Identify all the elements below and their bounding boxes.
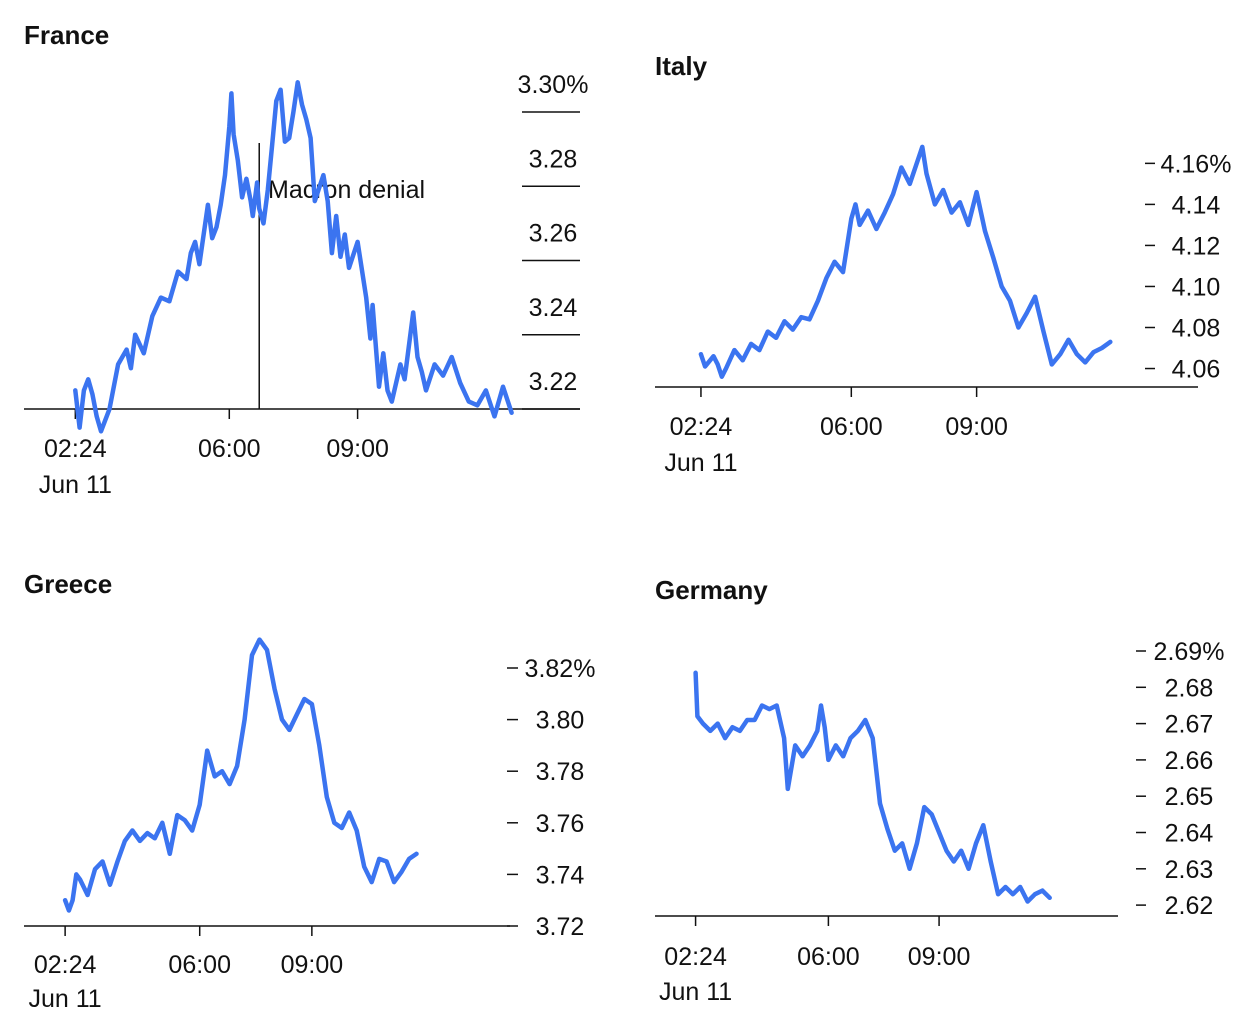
x-tick-label: 06:00	[820, 413, 883, 441]
series-line	[698, 144, 1113, 379]
chart-title: Germany	[655, 575, 768, 605]
x-tick-label: 02:24	[670, 413, 733, 441]
x-tick-label: 06:00	[168, 951, 231, 979]
annotation-macron-denial: Macron denial	[268, 176, 425, 204]
y-tick-label: 2.68	[1165, 674, 1214, 702]
x-tick-label: 09:00	[326, 435, 389, 463]
y-tick-label: 3.24	[529, 294, 578, 322]
y-tick-label: 4.12	[1172, 232, 1221, 260]
series-line	[693, 670, 1052, 904]
x-tick-label: 09:00	[281, 951, 344, 979]
x-tick-label: 09:00	[908, 943, 971, 971]
x-tick-label: 06:00	[198, 435, 261, 463]
y-tick-label: 3.26	[529, 220, 578, 248]
y-tick-label: 3.72	[536, 913, 585, 941]
y-tick-label: 4.06	[1172, 356, 1221, 384]
y-tick-label: 4.10	[1172, 273, 1221, 301]
x-tick-sublabel: Jun 11	[664, 449, 737, 477]
y-tick-label: 2.67	[1165, 711, 1214, 739]
chart-title: France	[24, 20, 109, 50]
chart-greece: Greece 3.82% 3.80 3.78 3.76 3.74 3.72 02:24 Jun…	[24, 569, 595, 1013]
y-tick-label: 2.63	[1165, 856, 1214, 884]
series-line	[62, 637, 419, 913]
x-tick-label: 02:24	[34, 951, 97, 979]
y-tick-label: 4.08	[1172, 315, 1221, 343]
x-tick-label: 06:00	[797, 943, 860, 971]
series-line	[73, 80, 514, 434]
y-tick-label: 2.66	[1165, 747, 1214, 775]
chart-title: Italy	[655, 51, 708, 81]
y-tick-label: 3.80	[536, 707, 585, 735]
y-tick-label: 3.82%	[525, 655, 596, 683]
y-tick-label: 3.76	[536, 810, 585, 838]
x-tick-sublabel: Jun 11	[659, 978, 732, 1006]
x-tick-label: 09:00	[945, 413, 1008, 441]
annotation-label: Macron denial	[268, 176, 425, 204]
y-tick-label: 3.78	[536, 758, 585, 786]
x-tick-label: 02:24	[44, 435, 107, 463]
y-tick-label: 2.65	[1165, 783, 1214, 811]
y-tick-label: 3.28	[529, 145, 578, 173]
y-tick-label: 3.74	[536, 861, 585, 889]
chart-italy: Italy 4.16% 4.14 4.12 4.10 4.08 4.06 02:24 Jun …	[655, 51, 1231, 477]
y-tick-label: 4.16%	[1161, 150, 1232, 178]
y-tick-label: 3.30%	[518, 71, 589, 99]
chart-germany: Germany 2.69% 2.68 2.67 2.66 2.65 2.64 2.63 2.6…	[655, 575, 1224, 1006]
chart-france: France Macron denial 3.30% 3.28 3.26 3.24 3.…	[24, 20, 588, 499]
y-tick-label: 2.62	[1165, 892, 1214, 920]
y-tick-label: 3.22	[529, 368, 578, 396]
y-tick-label: 4.14	[1172, 191, 1221, 219]
x-tick-sublabel: Jun 11	[39, 471, 112, 499]
chart-title: Greece	[24, 569, 112, 599]
x-tick-label: 02:24	[664, 943, 727, 971]
y-tick-label: 2.64	[1165, 820, 1214, 848]
x-tick-sublabel: Jun 11	[29, 985, 102, 1013]
y-tick-label: 2.69%	[1154, 638, 1225, 666]
